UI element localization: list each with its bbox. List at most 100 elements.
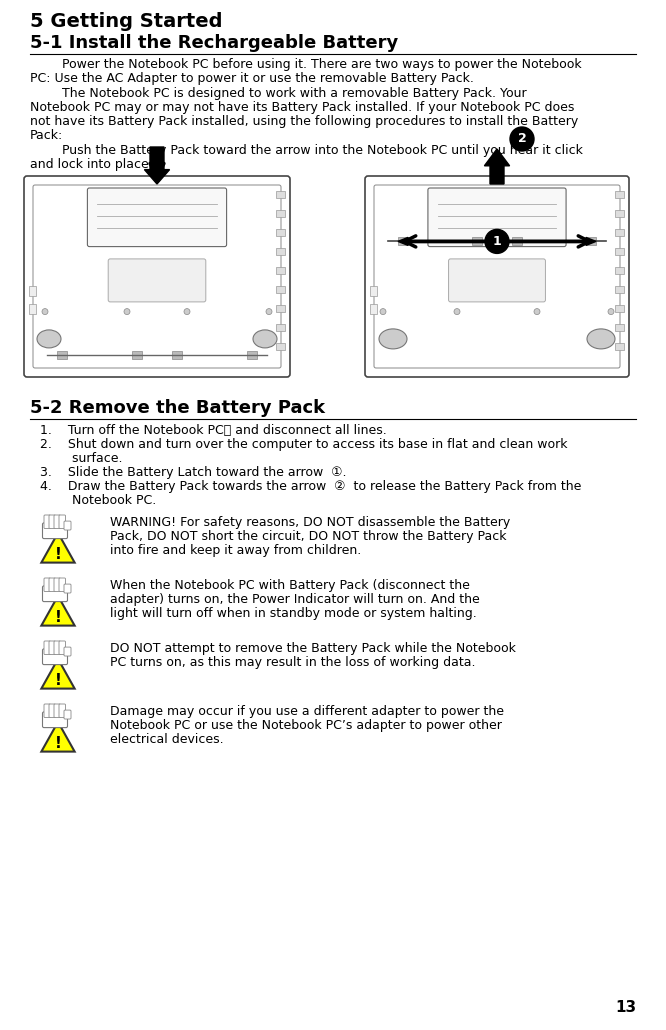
Bar [370, 286, 377, 297]
Bar [276, 267, 285, 274]
Bar [615, 248, 624, 255]
Bar [615, 305, 624, 312]
Bar [615, 324, 624, 331]
FancyBboxPatch shape [44, 515, 51, 528]
FancyBboxPatch shape [49, 641, 55, 654]
Bar [276, 229, 285, 236]
Text: The Notebook PC is designed to work with a removable Battery Pack. Your: The Notebook PC is designed to work with… [30, 87, 527, 100]
Circle shape [608, 309, 614, 314]
Text: !: ! [55, 674, 61, 688]
Text: Pack:: Pack: [30, 129, 63, 142]
Polygon shape [145, 147, 170, 184]
FancyBboxPatch shape [59, 578, 65, 591]
Bar [615, 229, 624, 236]
Bar [512, 237, 522, 245]
Text: into fire and keep it away from children.: into fire and keep it away from children… [110, 544, 361, 557]
FancyBboxPatch shape [449, 259, 545, 302]
Bar [615, 286, 624, 293]
FancyBboxPatch shape [49, 578, 55, 591]
Text: Power the Notebook PC before using it. There are two ways to power the Notebook: Power the Notebook PC before using it. T… [30, 58, 581, 71]
FancyBboxPatch shape [44, 641, 51, 654]
Circle shape [184, 309, 190, 314]
Text: 1.    Turn off the Notebook PC， and disconnect all lines.: 1. Turn off the Notebook PC， and disconn… [40, 424, 387, 437]
Text: WARNING! For safety reasons, DO NOT disassemble the Battery: WARNING! For safety reasons, DO NOT disa… [110, 516, 510, 529]
Text: Notebook PC or use the Notebook PC’s adapter to power other: Notebook PC or use the Notebook PC’s ada… [110, 719, 502, 732]
Text: !: ! [55, 736, 61, 751]
Bar [29, 304, 36, 314]
Polygon shape [41, 722, 75, 752]
Text: 5-1 Install the Rechargeable Battery: 5-1 Install the Rechargeable Battery [30, 34, 398, 52]
Bar [398, 237, 408, 245]
Polygon shape [41, 659, 75, 689]
Polygon shape [41, 596, 75, 625]
Text: adapter) turns on, the Power Indicator will turn on. And the: adapter) turns on, the Power Indicator w… [110, 593, 480, 606]
Bar [276, 324, 285, 331]
Text: !: ! [55, 547, 61, 562]
FancyBboxPatch shape [54, 703, 61, 718]
FancyBboxPatch shape [54, 578, 61, 591]
Circle shape [510, 127, 534, 151]
Bar [615, 210, 624, 217]
Bar [172, 350, 182, 358]
Bar [615, 343, 624, 350]
Circle shape [380, 309, 386, 314]
Bar [276, 191, 285, 198]
FancyBboxPatch shape [59, 641, 65, 654]
FancyBboxPatch shape [64, 521, 71, 530]
Ellipse shape [37, 330, 61, 348]
Bar [132, 350, 142, 358]
Text: 1: 1 [493, 235, 501, 248]
Bar [276, 305, 285, 312]
Text: not have its Battery Pack installed, using the following procedures to install t: not have its Battery Pack installed, usi… [30, 115, 578, 128]
FancyBboxPatch shape [24, 176, 290, 377]
FancyBboxPatch shape [64, 584, 71, 593]
FancyBboxPatch shape [33, 185, 281, 368]
Text: and lock into place.: and lock into place. [30, 158, 153, 171]
Text: PC: Use the AC Adapter to power it or use the removable Battery Pack.: PC: Use the AC Adapter to power it or us… [30, 72, 474, 85]
Text: surface.: surface. [40, 452, 123, 465]
Circle shape [454, 309, 460, 314]
Bar [370, 304, 377, 314]
Circle shape [485, 230, 509, 253]
FancyBboxPatch shape [44, 703, 51, 718]
Bar [615, 267, 624, 274]
Ellipse shape [379, 329, 407, 349]
Bar [472, 237, 482, 245]
FancyBboxPatch shape [59, 703, 65, 718]
Bar [586, 237, 596, 245]
Text: Notebook PC may or may not have its Battery Pack installed. If your Notebook PC : Notebook PC may or may not have its Batt… [30, 101, 574, 114]
Text: electrical devices.: electrical devices. [110, 733, 224, 746]
FancyBboxPatch shape [108, 259, 206, 302]
FancyBboxPatch shape [54, 641, 61, 654]
Polygon shape [398, 237, 408, 245]
FancyBboxPatch shape [374, 185, 620, 368]
Text: When the Notebook PC with Battery Pack (disconnect the: When the Notebook PC with Battery Pack (… [110, 579, 470, 592]
Text: DO NOT attempt to remove the Battery Pack while the Notebook: DO NOT attempt to remove the Battery Pac… [110, 642, 516, 655]
Bar [247, 350, 257, 358]
Text: 13: 13 [615, 1000, 636, 1015]
FancyBboxPatch shape [43, 649, 67, 664]
Text: !: ! [55, 610, 61, 625]
Ellipse shape [253, 330, 277, 348]
Text: PC turns on, as this may result in the loss of working data.: PC turns on, as this may result in the l… [110, 656, 476, 670]
Bar [276, 343, 285, 350]
Bar [57, 350, 67, 358]
Text: Notebook PC.: Notebook PC. [40, 494, 157, 507]
Bar [29, 286, 36, 297]
Text: 4.    Draw the Battery Pack towards the arrow  ②  to release the Battery Pack fr: 4. Draw the Battery Pack towards the arr… [40, 480, 581, 493]
Bar [615, 191, 624, 198]
FancyBboxPatch shape [365, 176, 629, 377]
FancyBboxPatch shape [64, 710, 71, 719]
FancyBboxPatch shape [54, 515, 61, 528]
Text: light will turn off when in standby mode or system halting.: light will turn off when in standby mode… [110, 607, 477, 620]
FancyBboxPatch shape [49, 703, 55, 718]
Bar [276, 286, 285, 293]
FancyBboxPatch shape [49, 515, 55, 528]
FancyBboxPatch shape [428, 188, 566, 246]
FancyBboxPatch shape [59, 515, 65, 528]
FancyBboxPatch shape [44, 578, 51, 591]
Text: Damage may occur if you use a different adapter to power the: Damage may occur if you use a different … [110, 705, 504, 718]
FancyBboxPatch shape [87, 188, 226, 246]
Text: Push the Battery Pack toward the arrow into the Notebook PC until you hear it cl: Push the Battery Pack toward the arrow i… [30, 144, 583, 157]
Bar [276, 210, 285, 217]
